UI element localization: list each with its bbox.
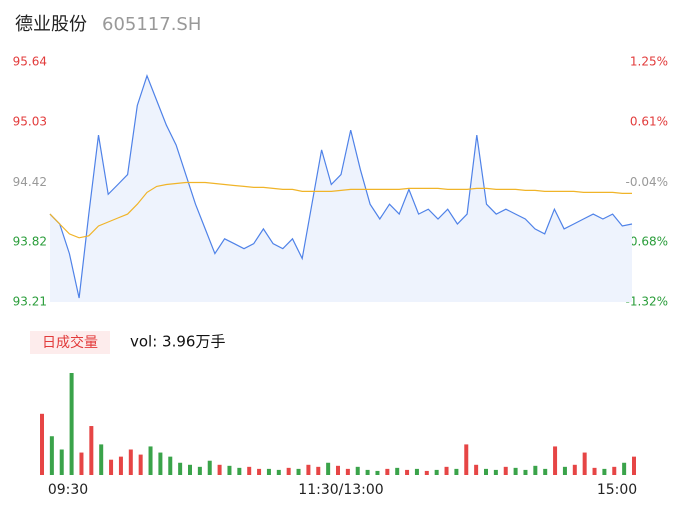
- volume-bar: [355, 466, 360, 475]
- volume-bar: [237, 467, 242, 475]
- volume-bar: [40, 413, 44, 475]
- y2-tick-label: -0.04%: [626, 175, 668, 189]
- volume-bar: [513, 467, 518, 475]
- volume-bar: [188, 464, 192, 475]
- volume-bar: [592, 467, 597, 475]
- volume-bar: [128, 449, 133, 475]
- volume-bar: [424, 470, 429, 475]
- volume-bar: [562, 466, 567, 475]
- volume-bar: [395, 467, 400, 475]
- volume-bar: [622, 462, 627, 475]
- volume-bar: [464, 444, 469, 475]
- volume-bar: [49, 436, 54, 475]
- volume-bar: [572, 464, 577, 475]
- volume-label: 日成交量: [42, 334, 98, 351]
- y2-tick-label: -0.68%: [626, 235, 668, 249]
- volume-bar: [434, 469, 439, 475]
- volume-bar: [109, 459, 114, 475]
- x-tick-label: 09:30: [48, 482, 88, 498]
- volume-bar: [158, 452, 163, 475]
- volume-bar: [543, 468, 548, 475]
- volume-bar: [197, 466, 202, 475]
- volume-bar: [247, 466, 252, 475]
- volume-bar: [602, 468, 607, 475]
- volume-bar: [612, 466, 617, 475]
- volume-bar: [306, 464, 311, 475]
- y-tick-label: 93.21: [13, 295, 47, 309]
- volume-bar: [227, 465, 232, 475]
- volume-bar: [59, 449, 64, 475]
- volume-bar: [326, 462, 331, 475]
- volume-bar: [79, 452, 84, 475]
- legend-box: [30, 331, 110, 354]
- x-tick-label: 11:30/13:00: [298, 482, 383, 498]
- volume-bar: [138, 454, 143, 475]
- volume-bar: [89, 426, 94, 475]
- volume-bar: [296, 468, 301, 475]
- volume-bar: [385, 468, 390, 475]
- volume-bar: [336, 465, 340, 475]
- y-tick-label: 95.03: [13, 115, 47, 129]
- volume-bar: [454, 468, 459, 475]
- volume-bar: [276, 469, 281, 475]
- volume-bar: [99, 444, 104, 475]
- volume-bar: [178, 462, 183, 475]
- stock-code: 605117.SH: [102, 14, 201, 35]
- volume-bar: [414, 468, 419, 475]
- volume-bar: [533, 465, 538, 475]
- y2-tick-label: 0.61%: [630, 114, 668, 128]
- volume-bar: [286, 467, 291, 475]
- volume-summary: vol: 3.96万手: [130, 333, 225, 351]
- volume-bar: [207, 460, 212, 475]
- volume-bar: [484, 468, 488, 475]
- volume-bar: [266, 468, 271, 475]
- y-tick-label: 93.82: [13, 234, 47, 248]
- volume-bar: [148, 446, 153, 475]
- stock-name: 德业股份: [15, 14, 87, 35]
- volume-bar: [474, 464, 479, 475]
- volume-bar: [168, 456, 173, 475]
- volume-bar: [553, 446, 558, 475]
- volume-bar: [503, 466, 508, 475]
- volume-bar: [316, 466, 321, 475]
- volume-bar: [632, 456, 636, 475]
- volume-bar: [257, 468, 262, 475]
- average-line: [49, 181, 632, 239]
- price-area: [50, 75, 632, 302]
- y2-tick-label: 1.25%: [630, 55, 668, 69]
- y-tick-label: 95.64: [13, 55, 47, 69]
- volume-bar: [69, 373, 74, 475]
- volume-bar: [493, 469, 498, 475]
- volume-bar: [405, 469, 410, 475]
- volume-bar: [444, 466, 449, 475]
- volume-bar: [217, 464, 222, 475]
- price-line: [49, 74, 633, 299]
- volume-bar: [365, 469, 370, 475]
- volume-bar: [375, 470, 380, 475]
- volume-bar: [523, 469, 528, 475]
- y2-tick-label: -1.32%: [626, 295, 668, 309]
- volume-bar: [345, 468, 350, 475]
- volume-bar: [118, 456, 123, 475]
- y-tick-label: 94.42: [13, 175, 47, 189]
- volume-bar: [582, 452, 587, 475]
- x-tick-label: 15:00: [597, 482, 637, 498]
